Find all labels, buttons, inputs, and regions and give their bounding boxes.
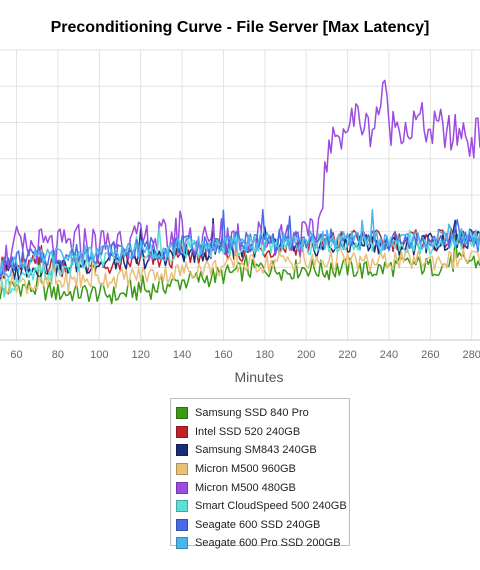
x-tick-label: 200 [297, 349, 315, 361]
legend-swatch [176, 518, 188, 531]
x-tick-label: 260 [421, 349, 439, 361]
series-line [0, 235, 480, 295]
x-tick-labels: 60 80 100 120 140 160 180 200 220 240 260 280 [10, 349, 480, 361]
legend-item: Samsung SM843 240GB [171, 441, 349, 460]
x-tick-label: 280 [463, 349, 480, 361]
x-tick-label: 80 [52, 349, 64, 361]
series-line [0, 79, 480, 279]
legend-swatch [176, 500, 188, 513]
legend: Samsung SSD 840 Pro Intel SSD 520 240GB Sa… [170, 398, 350, 550]
x-tick-label: 180 [256, 349, 274, 361]
x-tick-label: 160 [214, 349, 232, 361]
x-tick-label: 140 [173, 349, 191, 361]
legend-item: Smart CloudSpeed 500 240GB [171, 497, 349, 516]
x-tick-label: 220 [338, 349, 356, 361]
legend-label: Micron M500 480GB [195, 481, 296, 494]
series-line [0, 209, 480, 276]
legend-item: Micron M500 480GB [171, 478, 349, 497]
x-axis-label: Minutes [234, 369, 284, 385]
legend-item: Seagate 600 Pro SSD 200GB [171, 534, 349, 553]
series-lines [0, 79, 480, 305]
legend-item: Intel SSD 520 240GB [171, 423, 349, 442]
legend-item: Samsung SSD 840 Pro [171, 404, 349, 423]
legend-label: Samsung SM843 240GB [195, 444, 317, 457]
legend-swatch [176, 444, 188, 457]
legend-item: Seagate 600 SSD 240GB [171, 516, 349, 535]
legend-label: Micron M500 960GB [195, 463, 296, 476]
legend-swatch [176, 407, 188, 420]
x-tick-label: 60 [10, 349, 22, 361]
series-line [0, 227, 480, 298]
plot-area: 60 80 100 120 140 160 180 200 220 240 260 280 [0, 49, 480, 361]
legend-label: Smart CloudSpeed 500 240GB [195, 500, 347, 513]
x-tick-label: 100 [90, 349, 108, 361]
legend-swatch [176, 481, 188, 494]
legend-label: Seagate 600 SSD 240GB [195, 518, 321, 531]
x-tick-label: 240 [380, 349, 398, 361]
chart-title: Preconditioning Curve - File Server [Max… [50, 19, 430, 36]
legend-swatch [176, 425, 188, 438]
legend-swatch [176, 463, 188, 476]
legend-label: Intel SSD 520 240GB [195, 425, 301, 438]
legend-label: Samsung SSD 840 Pro [195, 407, 309, 420]
series-line [0, 209, 480, 279]
legend-item: Micron M500 960GB [171, 460, 349, 479]
legend-swatch [176, 537, 188, 550]
x-tick-label: 120 [132, 349, 150, 361]
legend-label: Seagate 600 Pro SSD 200GB [195, 537, 341, 550]
